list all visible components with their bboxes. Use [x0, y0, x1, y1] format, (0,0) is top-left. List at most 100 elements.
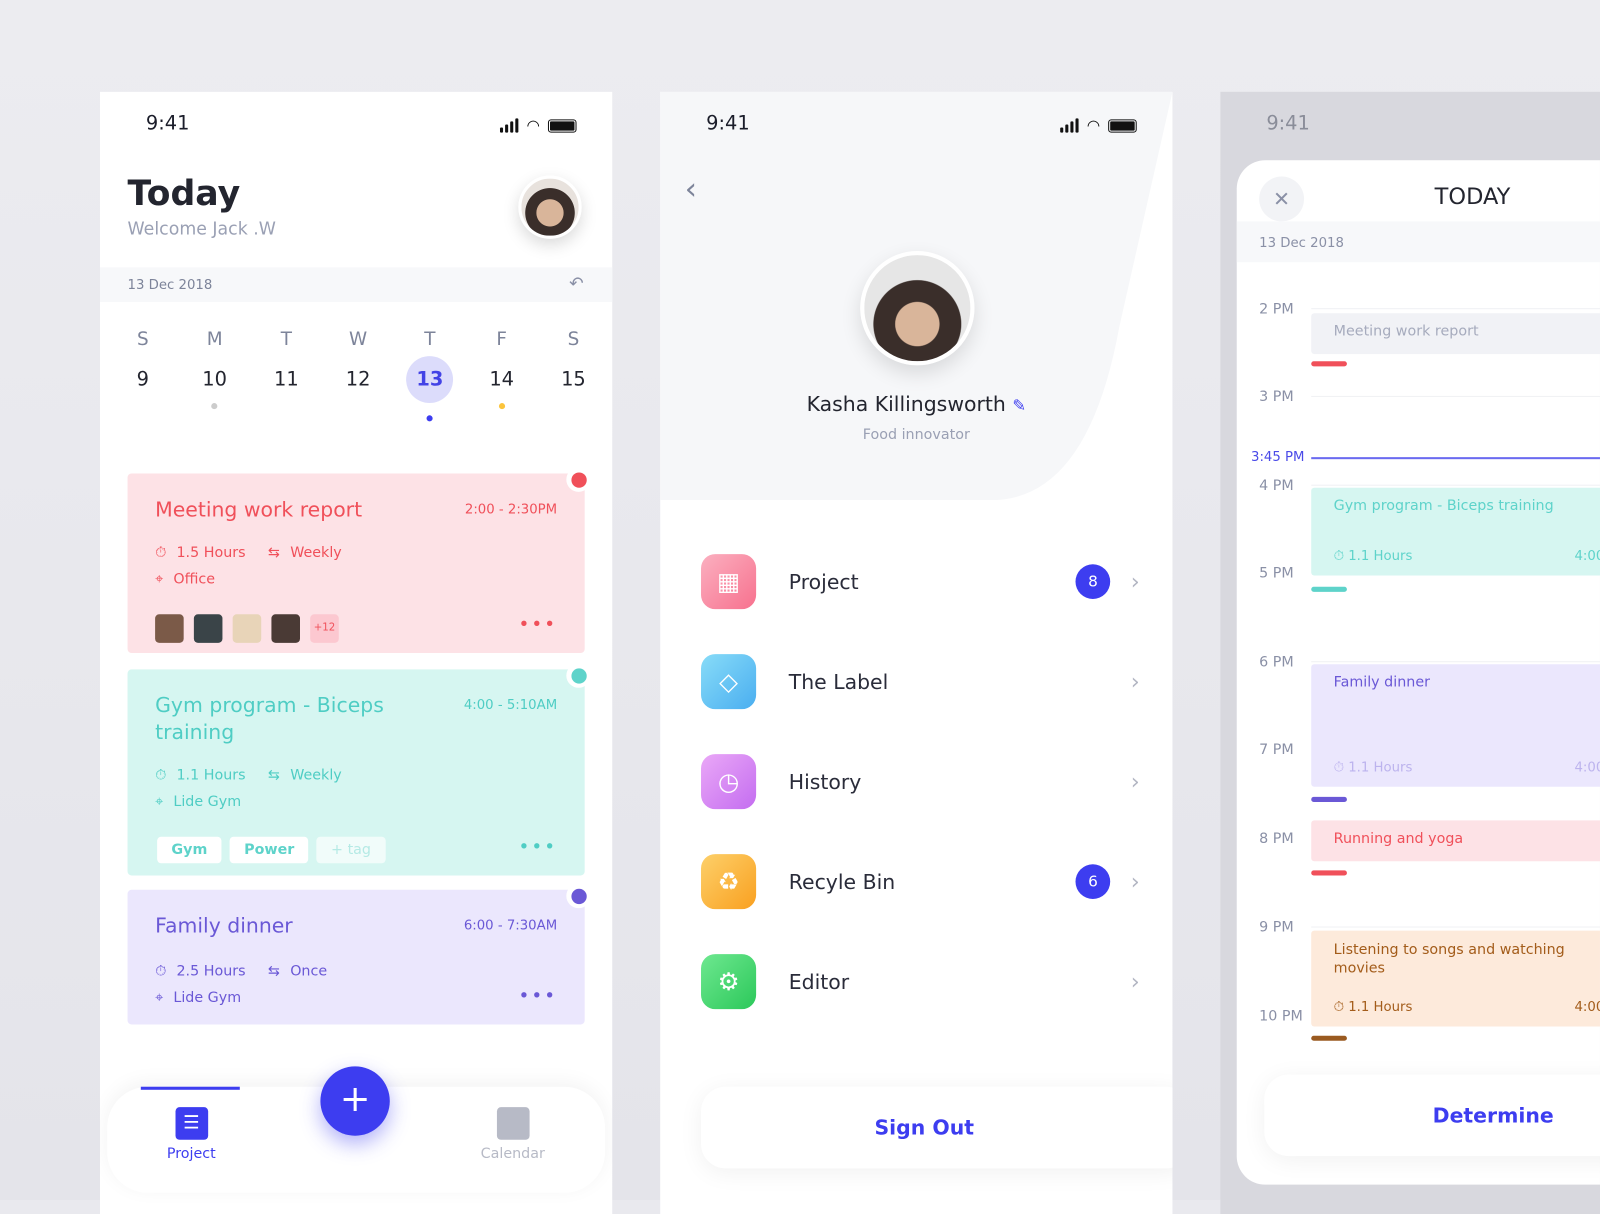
- today-timeline-screen: 9:41 ✕ TODAY 13 Dec 2018 2 PM 3 PM 4 PM …: [1220, 91, 1600, 1214]
- event-card[interactable]: Family dinner 6:00 - 7:30AM ⏱ 2.5 Hours ⇆ O…: [127, 883, 591, 1025]
- event-time: 4:00 - 5:10AM: [463, 697, 558, 714]
- date-bar: 13 Dec 2018 ↶: [99, 267, 613, 303]
- day-column[interactable]: W 12: [323, 329, 392, 422]
- count-badge: 8: [1075, 564, 1111, 599]
- participant-avatar: [271, 614, 300, 643]
- event-name: Listening to songs and watching movies: [1333, 941, 1565, 977]
- event-title: Family dinner: [155, 913, 293, 938]
- wifi-icon: ◠: [526, 116, 540, 135]
- weekday-label: S: [137, 328, 149, 350]
- timer-icon: ⏱: [155, 767, 167, 784]
- current-time-label: 3:45 PM: [1251, 449, 1305, 466]
- back-icon[interactable]: ‹: [684, 171, 697, 208]
- timeline-event[interactable]: Meeting work report: [1311, 313, 1600, 355]
- reset-icon[interactable]: ↶: [569, 273, 584, 294]
- location-icon: ⌖: [155, 793, 164, 811]
- repeat-icon: ⇆: [268, 767, 280, 784]
- location: Lide Gym: [173, 989, 242, 1007]
- hour-label: 10 PM: [1259, 1008, 1303, 1025]
- hours-text: 1.1 Hours: [1348, 999, 1413, 1016]
- current-time-line: [1311, 457, 1600, 460]
- day-number: 10: [202, 368, 227, 391]
- repeat-icon: ⇆: [268, 963, 280, 980]
- event-hours: ⏱ 1.1 Hours: [1333, 760, 1413, 776]
- day-column[interactable]: T 11: [252, 329, 321, 422]
- determine-button[interactable]: Determine: [1264, 1074, 1600, 1157]
- timeline-event[interactable]: Listening to songs and watching movies ⏱ …: [1311, 930, 1600, 1027]
- event-time: 2:00 - 2:30PM: [464, 502, 558, 518]
- add-tag-button[interactable]: + tag: [316, 836, 386, 864]
- timeline-event[interactable]: Family dinner ⏱ 1.1 Hours 4:00: [1311, 664, 1600, 787]
- event-color-bar: [1311, 361, 1347, 367]
- timeline-sheet: ✕ TODAY 13 Dec 2018 2 PM 3 PM 4 PM 5 PM …: [1236, 160, 1600, 1185]
- calendar-icon: [496, 1107, 530, 1140]
- day-number: 12: [345, 368, 371, 391]
- timeline-event[interactable]: Running and yoga: [1311, 820, 1600, 862]
- repeat-icon: ⇆: [268, 544, 280, 562]
- nav-calendar[interactable]: Calendar: [474, 1107, 551, 1162]
- battery-icon: [1108, 118, 1137, 133]
- chevron-right-icon: ›: [1130, 768, 1140, 795]
- edit-icon[interactable]: ✎: [1012, 395, 1026, 416]
- weekday-label: T: [424, 328, 436, 350]
- calendar-icon: ▦: [701, 554, 757, 610]
- timer-icon: ⏱: [155, 963, 167, 980]
- timeline-event[interactable]: Gym program - Biceps training ⏱ 1.1 Hours…: [1311, 487, 1600, 576]
- status-time: 9:41: [145, 112, 190, 135]
- menu-item-editor[interactable]: ⚙ Editor ›: [701, 954, 1140, 1010]
- event-name: Gym program - Biceps training: [1333, 497, 1554, 515]
- event-title: Gym program - Biceps training: [155, 692, 384, 744]
- hour-label: 4 PM: [1259, 477, 1294, 494]
- menu-item-history[interactable]: ◷ History ›: [701, 754, 1140, 810]
- weekday-label: W: [349, 328, 368, 350]
- event-time: 6:00 - 7:30AM: [463, 918, 558, 934]
- sheet-title: TODAY: [1434, 184, 1511, 211]
- add-button[interactable]: +: [320, 1066, 390, 1136]
- chevron-right-icon: ›: [1130, 668, 1140, 695]
- location-icon: ⌖: [155, 571, 164, 588]
- event-card[interactable]: Meeting work report 2:00 - 2:30PM ⏱ 1.5 H…: [127, 467, 591, 654]
- event-card[interactable]: Gym program - Biceps training 4:00 - 5:1…: [127, 663, 591, 876]
- hour-label: 3 PM: [1259, 388, 1294, 406]
- day-column[interactable]: F 14: [467, 329, 536, 422]
- hour-label: 5 PM: [1259, 565, 1294, 582]
- count-badge: 6: [1075, 864, 1111, 899]
- close-icon[interactable]: ✕: [1259, 176, 1305, 222]
- avatar[interactable]: [518, 175, 582, 239]
- date-label: 13 Dec 2018: [1259, 235, 1344, 252]
- menu-item-project[interactable]: ▦ Project 8 ›: [701, 554, 1140, 610]
- hour-label: 9 PM: [1259, 919, 1294, 936]
- profile-avatar[interactable]: [860, 251, 975, 366]
- more-participants: +12: [310, 614, 339, 643]
- more-icon[interactable]: •••: [518, 836, 558, 859]
- tag[interactable]: Power: [229, 836, 309, 864]
- profile-name-row: Kasha Killingsworth ✎: [660, 392, 1172, 416]
- active-indicator: [140, 1086, 240, 1090]
- more-icon[interactable]: •••: [518, 614, 558, 636]
- event-name: Meeting work report: [1333, 323, 1479, 340]
- day-number: 9: [136, 368, 150, 391]
- weekday-label: F: [496, 328, 507, 350]
- sign-out-button[interactable]: Sign Out: [701, 1086, 1173, 1169]
- menu-item-recycle-bin[interactable]: ♻ Recyle Bin 6 ›: [701, 854, 1140, 910]
- day-column-selected[interactable]: T 13: [395, 329, 464, 422]
- tag-list: Gym Power + tag: [157, 836, 386, 864]
- event-time: 4:00: [1574, 548, 1600, 565]
- event-color-bar: [1311, 870, 1347, 876]
- event-name: Running and yoga: [1333, 830, 1464, 847]
- project-icon: ☰: [174, 1107, 208, 1140]
- participants[interactable]: +12: [155, 614, 339, 643]
- date-label: 13 Dec 2018: [127, 277, 213, 293]
- tag[interactable]: Gym: [157, 836, 222, 864]
- more-icon[interactable]: •••: [518, 985, 558, 1008]
- day-column[interactable]: S 15: [539, 329, 608, 422]
- day-column[interactable]: M 10: [180, 329, 249, 422]
- nav-project[interactable]: ☰ Project: [153, 1107, 230, 1162]
- event-color-bar: [1311, 1035, 1347, 1041]
- event-name: Family dinner: [1333, 674, 1430, 691]
- hours-text: 1.1 Hours: [1348, 760, 1413, 776]
- today-screen: 9:41 ◠ Today Welcome Jack .W 13 Dec 2018…: [99, 91, 613, 1214]
- event-time: 4:00: [1574, 999, 1600, 1016]
- menu-item-label[interactable]: ◇ The Label ›: [701, 654, 1140, 710]
